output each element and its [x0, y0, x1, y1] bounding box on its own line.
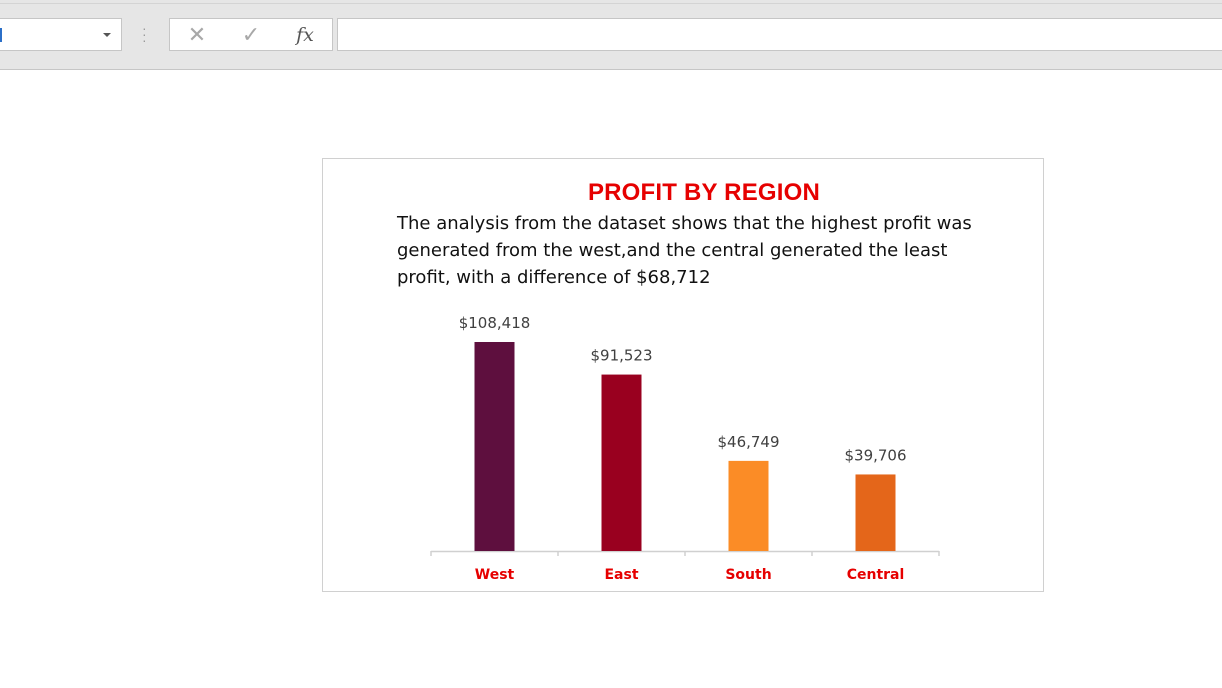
data-label-central: $39,706 — [844, 446, 906, 464]
category-label-central: Central — [847, 567, 905, 583]
name-box-cursor — [0, 28, 2, 42]
formula-input[interactable] — [337, 18, 1222, 51]
data-label-west: $108,418 — [459, 314, 531, 332]
name-box[interactable] — [0, 18, 122, 51]
chart-title[interactable]: PROFIT BY REGION — [587, 179, 821, 206]
bar-central[interactable] — [855, 474, 896, 551]
chart-area[interactable]: PROFIT BY REGION The analysis from the d… — [322, 158, 1044, 592]
bar-south[interactable] — [728, 460, 769, 551]
formula-bar-strip: · · · ✕ ✓ fx — [0, 0, 1222, 70]
check-icon[interactable]: ✓ — [241, 22, 261, 47]
chart-description[interactable]: The analysis from the dataset shows that… — [397, 213, 972, 288]
bar-east[interactable] — [601, 374, 642, 551]
fx-icon[interactable]: fx — [296, 24, 314, 46]
chevron-down-icon[interactable] — [103, 33, 111, 37]
category-label-west: West — [475, 567, 515, 583]
more-options-icon[interactable]: · · · — [142, 20, 147, 48]
category-label-south: South — [725, 567, 771, 583]
bar-west[interactable] — [474, 342, 515, 551]
category-label-east: East — [604, 567, 638, 583]
data-label-south: $46,749 — [717, 433, 779, 451]
data-label-east: $91,523 — [590, 347, 652, 365]
ribbon-divider — [0, 3, 1222, 4]
formula-buttons: ✕ ✓ fx — [169, 18, 333, 51]
plot-area[interactable]: $108,418 West $91,523 East $46,749 South $39,7… — [323, 159, 1045, 593]
cancel-icon[interactable]: ✕ — [187, 22, 207, 47]
